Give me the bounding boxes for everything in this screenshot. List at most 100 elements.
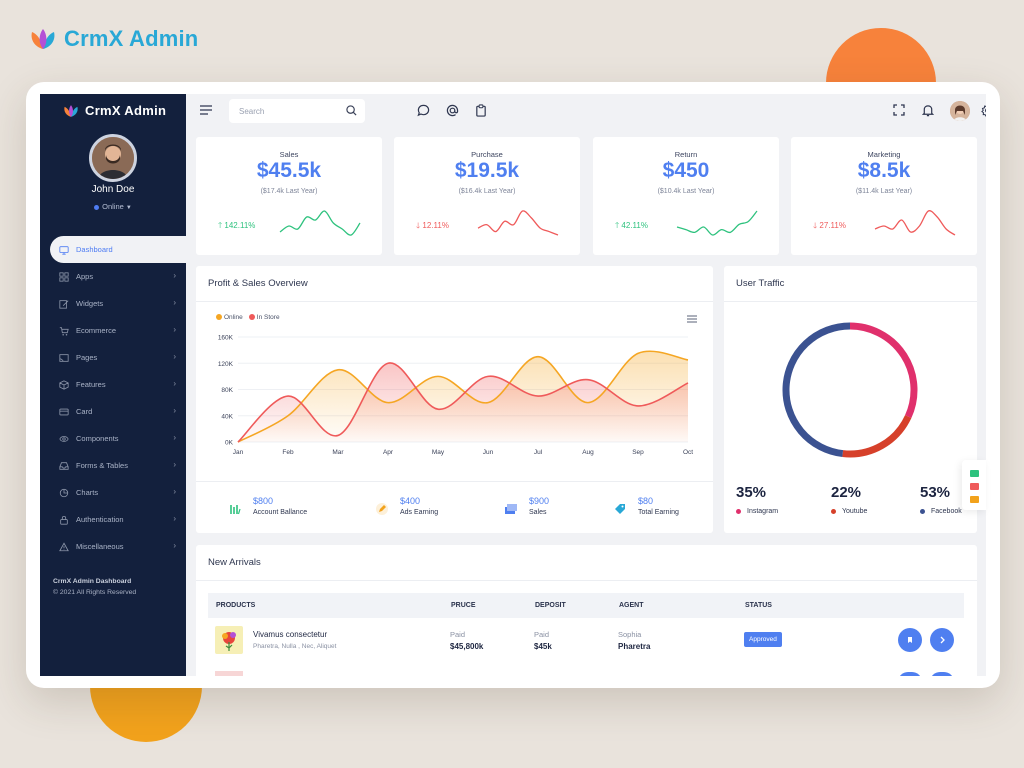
sparkline xyxy=(477,210,559,236)
summary-ads-earning: $400 Ads Earning xyxy=(373,496,438,518)
chevron-right-icon: › xyxy=(173,487,176,496)
y-tick-label: 80K xyxy=(221,387,233,394)
gear-icon xyxy=(980,104,986,117)
x-tick-label: Oct xyxy=(683,449,693,456)
view-details-button[interactable] xyxy=(930,672,954,676)
search-icon[interactable] xyxy=(346,105,357,116)
product-tags: Pharetra, Nulla , Nec, Aliquet xyxy=(253,643,337,650)
sidebar-item-components[interactable]: Components › xyxy=(40,425,186,452)
app-frame: CrmX Admin John Doe Online ▼ Dashboard xyxy=(26,82,1000,688)
chat-button[interactable] xyxy=(415,102,431,118)
donut-slice-facebook[interactable] xyxy=(782,322,851,458)
status-badge: Approved xyxy=(744,632,782,647)
bookmark-button[interactable] xyxy=(898,672,922,676)
stat-trend-value: 12.11% xyxy=(422,221,449,230)
caret-down-icon: ▼ xyxy=(125,205,132,211)
summary-value: $80 xyxy=(638,496,654,506)
legend-item-online[interactable]: Online xyxy=(216,314,243,321)
chevron-right-icon: › xyxy=(173,298,176,307)
topbar xyxy=(186,94,986,128)
online-dot-icon xyxy=(94,204,100,210)
sidebar-item-pages[interactable]: Pages › xyxy=(40,344,186,371)
x-tick-label: Apr xyxy=(383,449,394,456)
bookmark-button[interactable] xyxy=(898,628,922,652)
clipboard-button[interactable] xyxy=(473,102,489,118)
panel-title: New Arrivals xyxy=(208,557,261,568)
sidebar-item-dashboard[interactable]: Dashboard xyxy=(50,236,186,263)
chevron-right-icon: › xyxy=(173,271,176,280)
sidebar-item-forms-tables[interactable]: Forms & Tables › xyxy=(40,452,186,479)
sidebar-item-features[interactable]: Features › xyxy=(40,371,186,398)
series-line-in-store[interactable] xyxy=(237,362,689,443)
stat-label: Purchase xyxy=(471,150,503,159)
x-tick-label: Sep xyxy=(632,449,644,456)
divider xyxy=(724,301,977,302)
arrow-down-icon: 🡓 xyxy=(813,221,818,230)
chevron-right-icon: › xyxy=(173,406,176,415)
user-status-label: Online xyxy=(102,202,124,211)
chart-menu-icon[interactable] xyxy=(687,315,697,323)
donut-slice-youtube[interactable] xyxy=(842,415,912,458)
column-header-agent: AGENT xyxy=(619,602,644,609)
traffic-donut-chart xyxy=(782,322,918,458)
sparkline-line xyxy=(279,210,361,236)
notifications-button[interactable] xyxy=(920,102,936,118)
cast-icon xyxy=(59,353,69,362)
product-name[interactable]: Vivamus consectetur xyxy=(253,630,328,639)
yellow-tab-icon xyxy=(970,496,979,503)
stat-trend-value: 142.11% xyxy=(224,221,256,230)
sidebar-item-apps[interactable]: Apps › xyxy=(40,263,186,290)
table-row xyxy=(208,668,964,676)
stat-card-purchase: Purchase $19.5k ($16.4k Last Year) 🡓 12.… xyxy=(394,137,580,255)
green-tab-icon xyxy=(970,470,979,477)
top-brand: CrmX Admin xyxy=(28,26,198,52)
menu-toggle-button[interactable] xyxy=(198,102,214,118)
profile-avatar[interactable] xyxy=(950,101,970,121)
x-tick-label: Mar xyxy=(332,449,344,456)
settings-button[interactable] xyxy=(979,102,986,118)
product-thumbnail xyxy=(215,626,243,654)
sidebar-item-widgets[interactable]: Widgets › xyxy=(40,290,186,317)
series-line-online[interactable] xyxy=(237,350,689,443)
message-circle-icon xyxy=(416,104,429,116)
mention-button[interactable] xyxy=(444,102,460,118)
legend-item-in-store[interactable]: In Store xyxy=(248,314,280,321)
sidebar-item-miscellaneous[interactable]: Miscellaneous › xyxy=(40,533,186,560)
chevron-right-icon xyxy=(940,636,945,644)
donut-slice-instagram[interactable] xyxy=(849,322,918,419)
sidebar-brand[interactable]: CrmX Admin xyxy=(62,103,166,118)
summary-label: Total Earning xyxy=(638,509,679,516)
bookmark-icon xyxy=(908,637,912,643)
deposit-status: Paid xyxy=(534,630,550,639)
x-tick-label: Feb xyxy=(282,449,294,456)
user-avatar[interactable] xyxy=(89,134,137,182)
alert-triangle-icon xyxy=(59,541,69,551)
pie-chart-icon xyxy=(59,488,69,497)
red-tab-icon xyxy=(970,483,979,490)
sidebar-footer-title: CrmX Admin Dashboard xyxy=(53,578,132,585)
sidebar-item-label: Card xyxy=(76,407,93,416)
traffic-label: Youtube xyxy=(842,508,868,515)
sidebar-item-label: Apps xyxy=(76,272,94,281)
y-tick-label: 160K xyxy=(218,335,234,342)
sidebar-brand-name: CrmX Admin xyxy=(85,103,167,118)
sidebar-item-ecommerce[interactable]: Ecommerce › xyxy=(40,317,186,344)
chevron-right-icon: › xyxy=(173,379,176,388)
stat-trend: 🡓 27.11% xyxy=(813,220,846,234)
divider xyxy=(196,301,713,302)
sidebar-item-card[interactable]: Card › xyxy=(40,398,186,425)
floating-settings-widget[interactable] xyxy=(962,460,986,510)
user-status-dropdown[interactable]: Online ▼ xyxy=(40,202,186,211)
sidebar-item-charts[interactable]: Charts › xyxy=(40,479,186,506)
price-status: Paid xyxy=(450,630,466,639)
fullscreen-button[interactable] xyxy=(891,102,907,118)
view-details-button[interactable] xyxy=(930,628,954,652)
chart-legend: Online In Store xyxy=(216,314,280,321)
stat-trend: 🡑 42.11% xyxy=(615,220,648,234)
profit-sales-overview-panel: Profit & Sales Overview Online In Store … xyxy=(196,266,713,533)
agent-company: Pharetra xyxy=(618,642,651,651)
sidebar-item-authentication[interactable]: Authentication › xyxy=(40,506,186,533)
search-input[interactable] xyxy=(239,106,339,116)
x-tick-label: Jul xyxy=(534,449,543,456)
new-arrivals-panel: New Arrivals PRODUCTS PRUCE DEPOSIT AGEN… xyxy=(196,545,977,676)
